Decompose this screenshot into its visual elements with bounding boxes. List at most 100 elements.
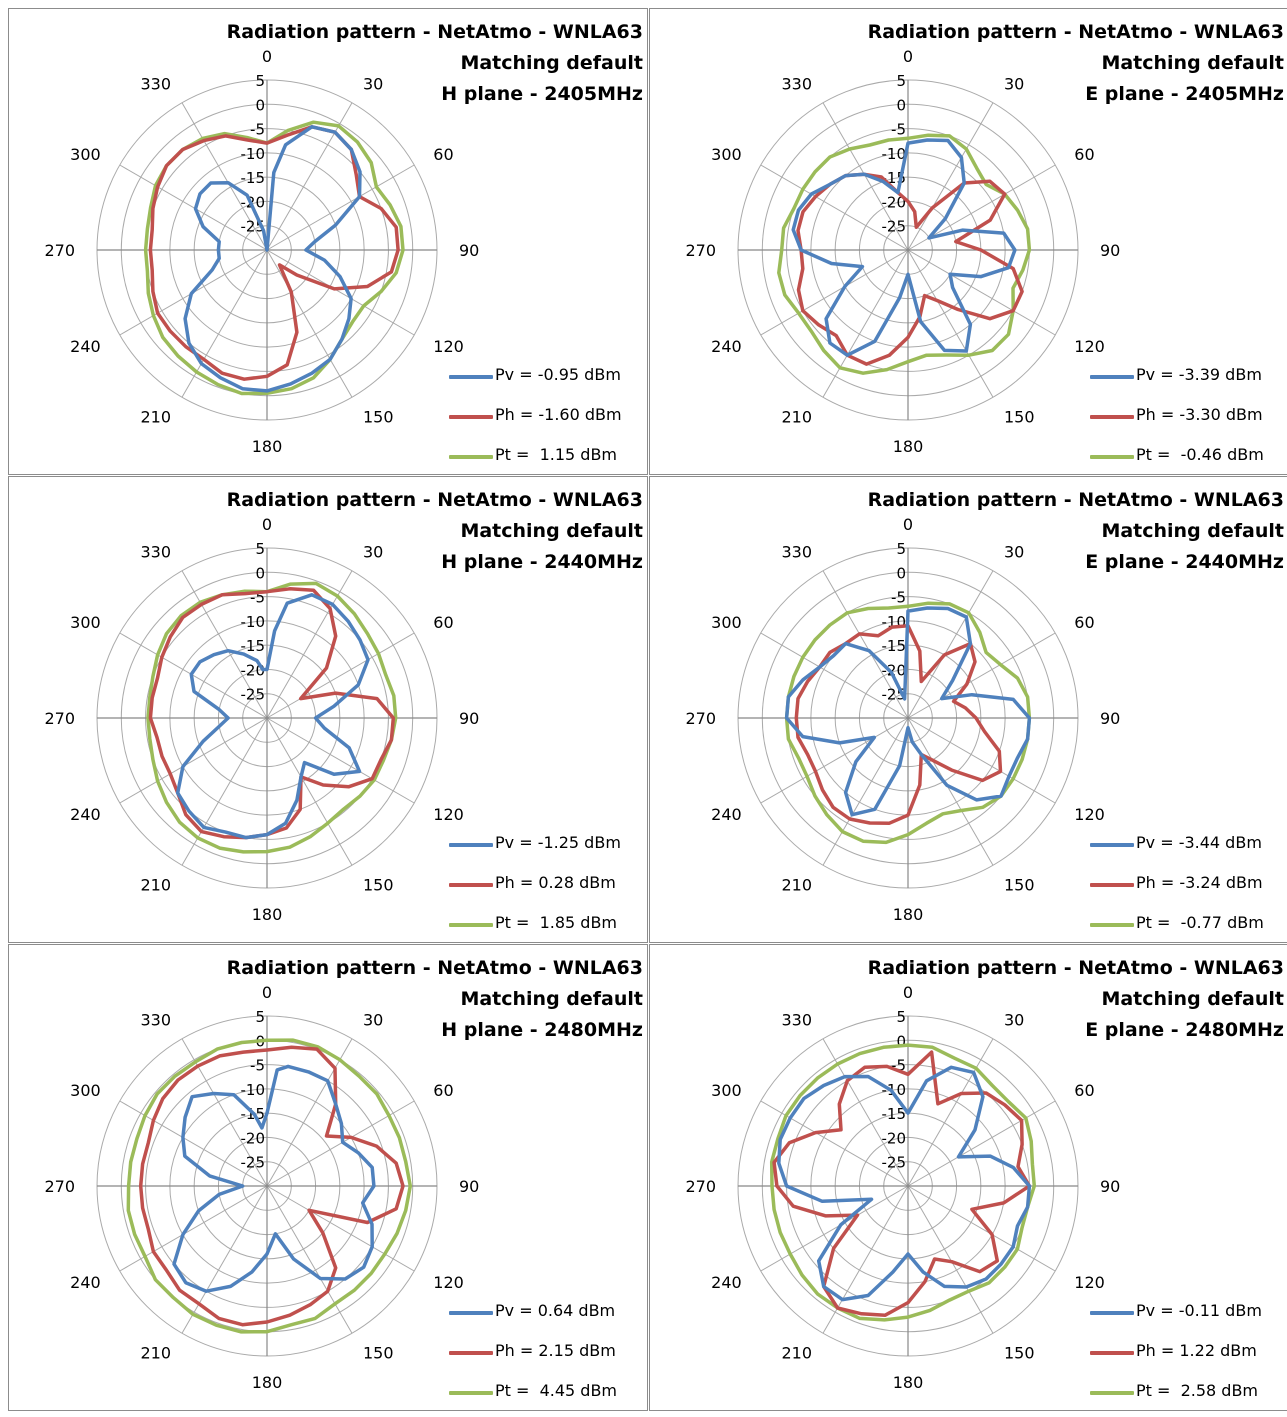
legend-item: Ph = -3.24 dBm: [1090, 869, 1287, 909]
angle-tick-label: 30: [363, 75, 383, 94]
legend-item: Pv = -3.39 dBm: [1090, 361, 1287, 401]
chart-title-line: E plane - 2440MHz: [1085, 551, 1284, 573]
legend-label: Pt = -0.77 dBm: [1136, 913, 1264, 932]
chart-title-line: Matching default: [460, 988, 643, 1010]
angle-tick-label: 60: [1074, 1081, 1094, 1100]
series-line-ph: [796, 172, 1024, 366]
legend-swatch-ph: [449, 1351, 493, 1355]
series-line-pt: [143, 120, 405, 396]
angle-tick-label: 90: [1100, 709, 1120, 728]
grid-spoke: [181, 1185, 268, 1334]
radial-tick-label: -15: [882, 637, 907, 655]
legend-swatch-pt: [449, 1391, 493, 1395]
legend-swatch-pt: [1090, 455, 1134, 459]
radial-tick-label: 0: [255, 564, 265, 582]
grid-spoke: [266, 717, 353, 866]
angle-tick-label: 330: [140, 75, 171, 94]
legend-label: Pt = 4.45 dBm: [495, 1381, 618, 1400]
radial-tick-label: 0: [896, 1032, 906, 1050]
angle-tick-label: 210: [781, 407, 812, 426]
chart-title: Radiation pattern - NetAtmo - WNLA63 Matc…: [227, 485, 643, 578]
legend-label: Ph = -1.60 dBm: [495, 405, 622, 424]
legend: Pv = -0.11 dBm Ph = 1.22 dBm Pt = 2.58 dBm: [1090, 1297, 1287, 1417]
radial-tick-label: -20: [882, 661, 907, 679]
legend-item: Pv = -0.95 dBm: [449, 361, 649, 401]
chart-title-line: E plane - 2405MHz: [1085, 83, 1284, 105]
legend-item: Pt = -0.77 dBm: [1090, 909, 1287, 949]
angle-tick-label: 150: [1004, 1343, 1035, 1362]
grid-spoke: [266, 1185, 353, 1334]
legend-swatch-pv: [449, 1311, 493, 1315]
legend-item: Pt = -0.46 dBm: [1090, 441, 1287, 481]
angle-tick-label: 0: [903, 515, 913, 534]
chart-title-line: Matching default: [460, 520, 643, 542]
series-line-pv: [183, 125, 362, 393]
grid-spoke: [907, 249, 1056, 336]
legend-item: Pv = -3.44 dBm: [1090, 829, 1287, 869]
angle-tick-label: 30: [363, 543, 383, 562]
legend-item: Pt = 1.15 dBm: [449, 441, 649, 481]
legend-label: Ph = 2.15 dBm: [495, 1341, 616, 1360]
radial-tick-label: -10: [241, 1081, 266, 1099]
legend-label: Ph = -3.24 dBm: [1136, 873, 1263, 892]
angle-tick-label: 300: [711, 1081, 742, 1100]
legend-item: Pt = 4.45 dBm: [449, 1377, 649, 1417]
angle-tick-label: 60: [433, 145, 453, 164]
radial-tick-label: -25: [241, 686, 266, 704]
radial-tick-label: 0: [896, 96, 906, 114]
legend-item: Ph = -3.30 dBm: [1090, 401, 1287, 441]
legend-label: Ph = -3.30 dBm: [1136, 405, 1263, 424]
radial-tick-label: 0: [255, 96, 265, 114]
grid-spoke: [266, 1100, 415, 1187]
grid-spoke: [907, 249, 994, 398]
legend-label: Pv = -1.25 dBm: [495, 833, 621, 852]
radial-tick-label: -15: [241, 637, 266, 655]
angle-tick-label: 120: [1074, 337, 1105, 356]
legend-item: Pv = -1.25 dBm: [449, 829, 649, 869]
radial-tick-label: -10: [241, 613, 266, 631]
chart-title-line: H plane - 2405MHz: [441, 83, 643, 105]
radial-tick-label: -10: [882, 1081, 907, 1099]
grid-spoke: [760, 1185, 909, 1272]
series-line-pt: [146, 581, 398, 854]
angle-tick-label: 270: [44, 709, 75, 728]
legend-item: Ph = -1.60 dBm: [449, 401, 649, 441]
grid-spoke: [907, 1038, 994, 1187]
grid-spoke: [119, 717, 268, 804]
angle-tick-label: 300: [70, 145, 101, 164]
radial-tick-label: -20: [882, 193, 907, 211]
grid-spoke: [760, 164, 909, 251]
series-line-ph: [138, 1045, 405, 1327]
grid-spoke: [822, 717, 909, 866]
angle-tick-label: 270: [44, 241, 75, 260]
radial-tick-label: -15: [882, 1105, 907, 1123]
legend-swatch-pv: [1090, 1311, 1134, 1315]
angle-tick-label: 60: [433, 613, 453, 632]
grid-spoke: [181, 570, 268, 719]
angle-tick-label: 240: [711, 805, 742, 824]
legend-swatch-pt: [449, 923, 493, 927]
series-line-pv: [791, 138, 1017, 357]
grid-spoke: [266, 249, 415, 336]
angle-tick-label: 300: [70, 613, 101, 632]
series-line-pv: [172, 1064, 376, 1293]
angle-tick-label: 180: [252, 905, 283, 924]
legend: Pv = -0.95 dBm Ph = -1.60 dBm Pt = 1.15 dB…: [449, 361, 649, 481]
legend: Pv = -3.44 dBm Ph = -3.24 dBm Pt = -0.77 d…: [1090, 829, 1287, 949]
legend-item: Ph = 1.22 dBm: [1090, 1337, 1287, 1377]
radial-tick-label: 5: [255, 540, 265, 558]
grid-spoke: [760, 249, 909, 336]
legend-swatch-ph: [449, 883, 493, 887]
angle-tick-label: 180: [893, 905, 924, 924]
legend-item: Pv = -0.11 dBm: [1090, 1297, 1287, 1337]
legend-label: Pv = -0.11 dBm: [1136, 1301, 1262, 1320]
angle-tick-label: 30: [1004, 75, 1024, 94]
legend-swatch-pv: [449, 375, 493, 379]
angle-tick-label: 330: [781, 75, 812, 94]
grid-spoke: [822, 570, 909, 719]
grid-spoke: [907, 1185, 994, 1334]
legend-label: Pt = 2.58 dBm: [1136, 1381, 1259, 1400]
